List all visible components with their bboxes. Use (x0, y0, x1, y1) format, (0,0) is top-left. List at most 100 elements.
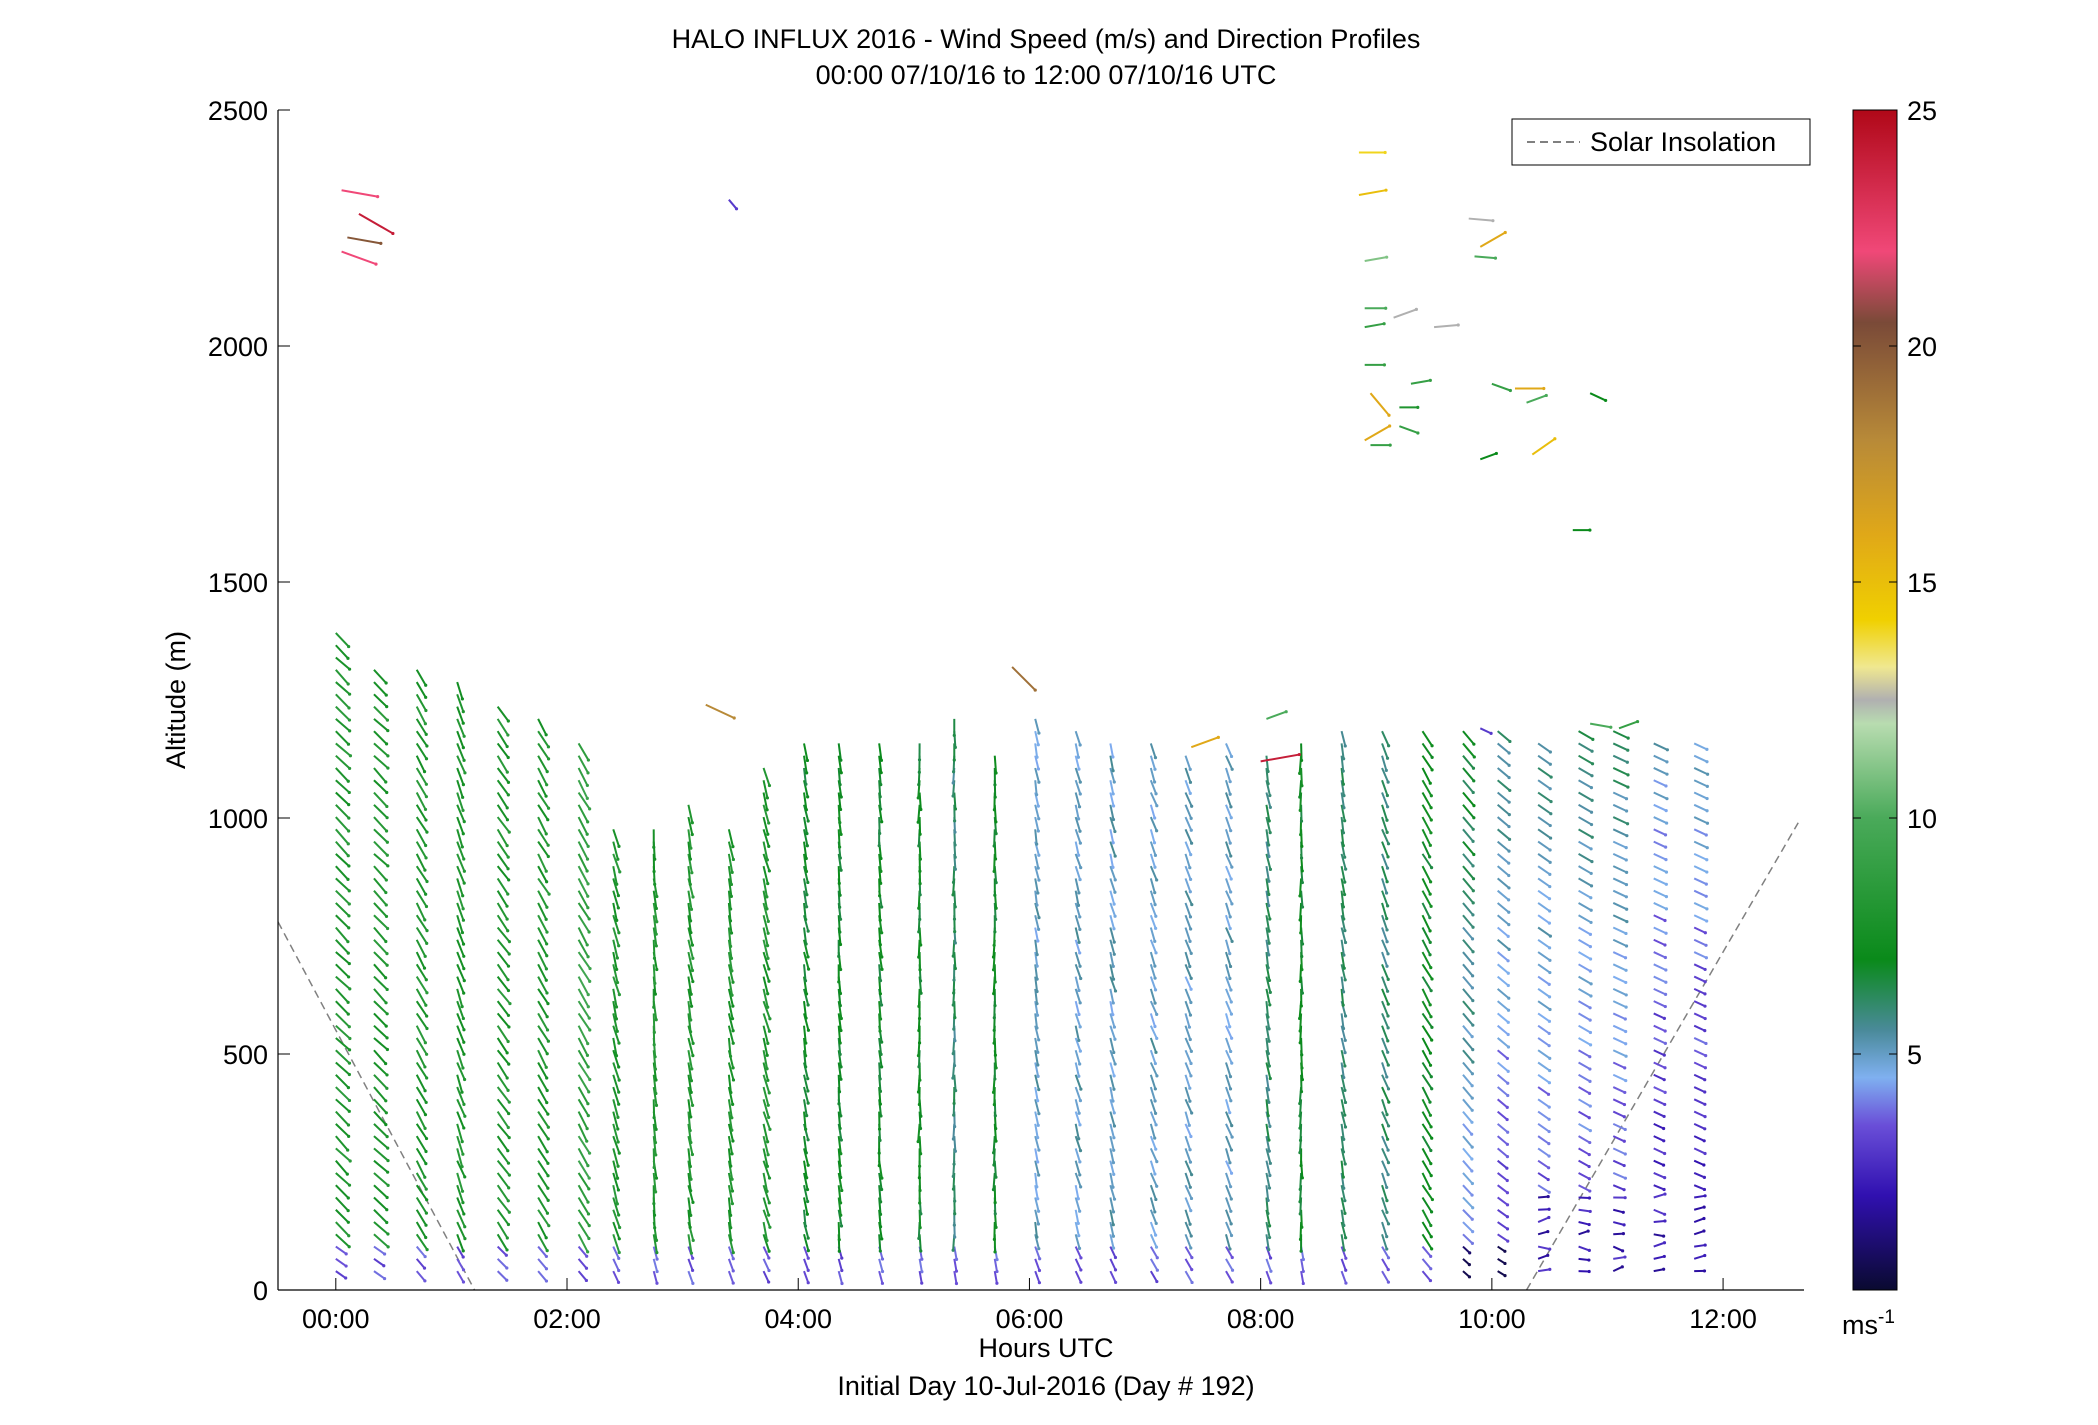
wind-vector-head (838, 893, 842, 897)
wind-vector (1381, 1172, 1388, 1188)
wind-vector (456, 890, 465, 910)
wind-vector-head (504, 1253, 508, 1257)
wind-vector (1265, 1001, 1269, 1018)
wind-vector-head (953, 1016, 957, 1020)
wind-vector (1578, 816, 1593, 826)
wind-vector-head (1472, 816, 1476, 820)
wind-vector (456, 792, 464, 811)
wind-vector (1578, 1184, 1591, 1192)
wind-vector-head (424, 1162, 428, 1166)
wind-vector-head (1190, 1111, 1194, 1115)
wind-vector (1109, 1160, 1115, 1175)
wind-vector-head (1079, 1256, 1083, 1260)
wind-vector-head (546, 1002, 550, 1006)
wind-vector (878, 927, 882, 945)
wind-vector (612, 1160, 619, 1179)
wind-vector (1149, 976, 1157, 991)
wind-vector (1537, 840, 1551, 851)
wind-vector-head (1112, 1050, 1116, 1055)
wind-vector (687, 1111, 692, 1131)
wind-vector-head (1113, 878, 1117, 882)
wind-vector (1225, 1234, 1231, 1250)
wind-vector (1578, 1012, 1591, 1021)
wind-vector-head (1111, 1185, 1115, 1189)
wind-vector-head (993, 795, 997, 799)
wind-vector-head (689, 1251, 694, 1255)
wind-vector (1653, 1049, 1665, 1057)
wind-vector-head (837, 881, 841, 885)
wind-vector-head (505, 806, 509, 810)
wind-vector-head (1344, 867, 1348, 871)
wind-vector-head (1343, 1038, 1347, 1042)
wind-vector-head (587, 1236, 591, 1241)
wind-vector (415, 706, 427, 725)
solar-insolation-segment (1525, 822, 1799, 1290)
wind-vector-head (1589, 920, 1593, 925)
wind-vector-head (505, 904, 509, 908)
wind-vector (1340, 730, 1347, 747)
wind-vector-head (654, 1078, 658, 1082)
wind-vector (1184, 1062, 1192, 1077)
wind-vector-head (462, 869, 466, 873)
wind-vector-head (1385, 805, 1390, 809)
wind-vector-head (1428, 953, 1432, 957)
wind-vector-head (877, 1164, 881, 1168)
wind-vector-head (1188, 767, 1192, 771)
wind-vector (803, 951, 810, 970)
wind-vector-head (1386, 1050, 1390, 1054)
wind-vector (1537, 853, 1551, 864)
wind-vector (803, 1099, 808, 1116)
wind-vector (1074, 804, 1080, 820)
wind-vector (1421, 939, 1431, 956)
wind-vector (1694, 1244, 1706, 1248)
wind-vector-head (1662, 1254, 1666, 1259)
wind-vector-head (729, 944, 733, 948)
wind-vector (687, 1135, 694, 1155)
wind-vector-head (384, 1001, 388, 1005)
wind-vector (1074, 730, 1082, 746)
wind-vector (1693, 1254, 1706, 1260)
wind-vector-head (1112, 940, 1116, 944)
wind-vector-head (765, 1053, 769, 1057)
wind-vector (1381, 963, 1390, 980)
wind-vector-head (918, 857, 922, 861)
wind-vector (1225, 792, 1232, 808)
wind-vector (1421, 927, 1432, 943)
wind-vector (1299, 902, 1303, 921)
wind-vector (1462, 1012, 1474, 1026)
wind-vector (1653, 902, 1667, 910)
wind-vector-head (1703, 1243, 1707, 1247)
wind-vector-head (1416, 431, 1420, 435)
wind-vector (803, 792, 808, 810)
wind-vector-head (425, 1248, 429, 1252)
wind-vector-head (346, 656, 350, 660)
wind-vector (496, 1111, 510, 1129)
wind-vector-head (1190, 1255, 1194, 1260)
wind-vector (612, 878, 620, 896)
wind-vector-head (1228, 976, 1232, 981)
wind-vector-head (1661, 1163, 1666, 1167)
wind-vector (1537, 1061, 1551, 1072)
wind-vector (1149, 1221, 1157, 1236)
wind-vector-head (505, 818, 510, 822)
wind-vector (1109, 792, 1115, 807)
wind-vector (415, 877, 427, 895)
wind-vector-head (386, 1245, 390, 1249)
wind-vector-head (615, 980, 620, 985)
wind-vector-head (545, 1015, 549, 1019)
wind-vector (335, 681, 351, 695)
wind-vector (1340, 890, 1345, 908)
wind-vector (1653, 1147, 1666, 1155)
wind-vector-head (1548, 872, 1552, 876)
wind-vector-head (1079, 866, 1083, 870)
colorbar-tick-label: 20 (1907, 332, 1937, 362)
wind-vector (335, 951, 350, 965)
wind-vector (1578, 1086, 1591, 1095)
wind-vector-head (1429, 1267, 1433, 1271)
wind-vector (335, 1172, 351, 1186)
wind-vector (1034, 1246, 1041, 1260)
wind-vector (953, 1258, 958, 1272)
wind-vector-head (1428, 781, 1432, 785)
wind-vector (577, 1221, 590, 1240)
wind-profile (1034, 718, 1042, 1285)
